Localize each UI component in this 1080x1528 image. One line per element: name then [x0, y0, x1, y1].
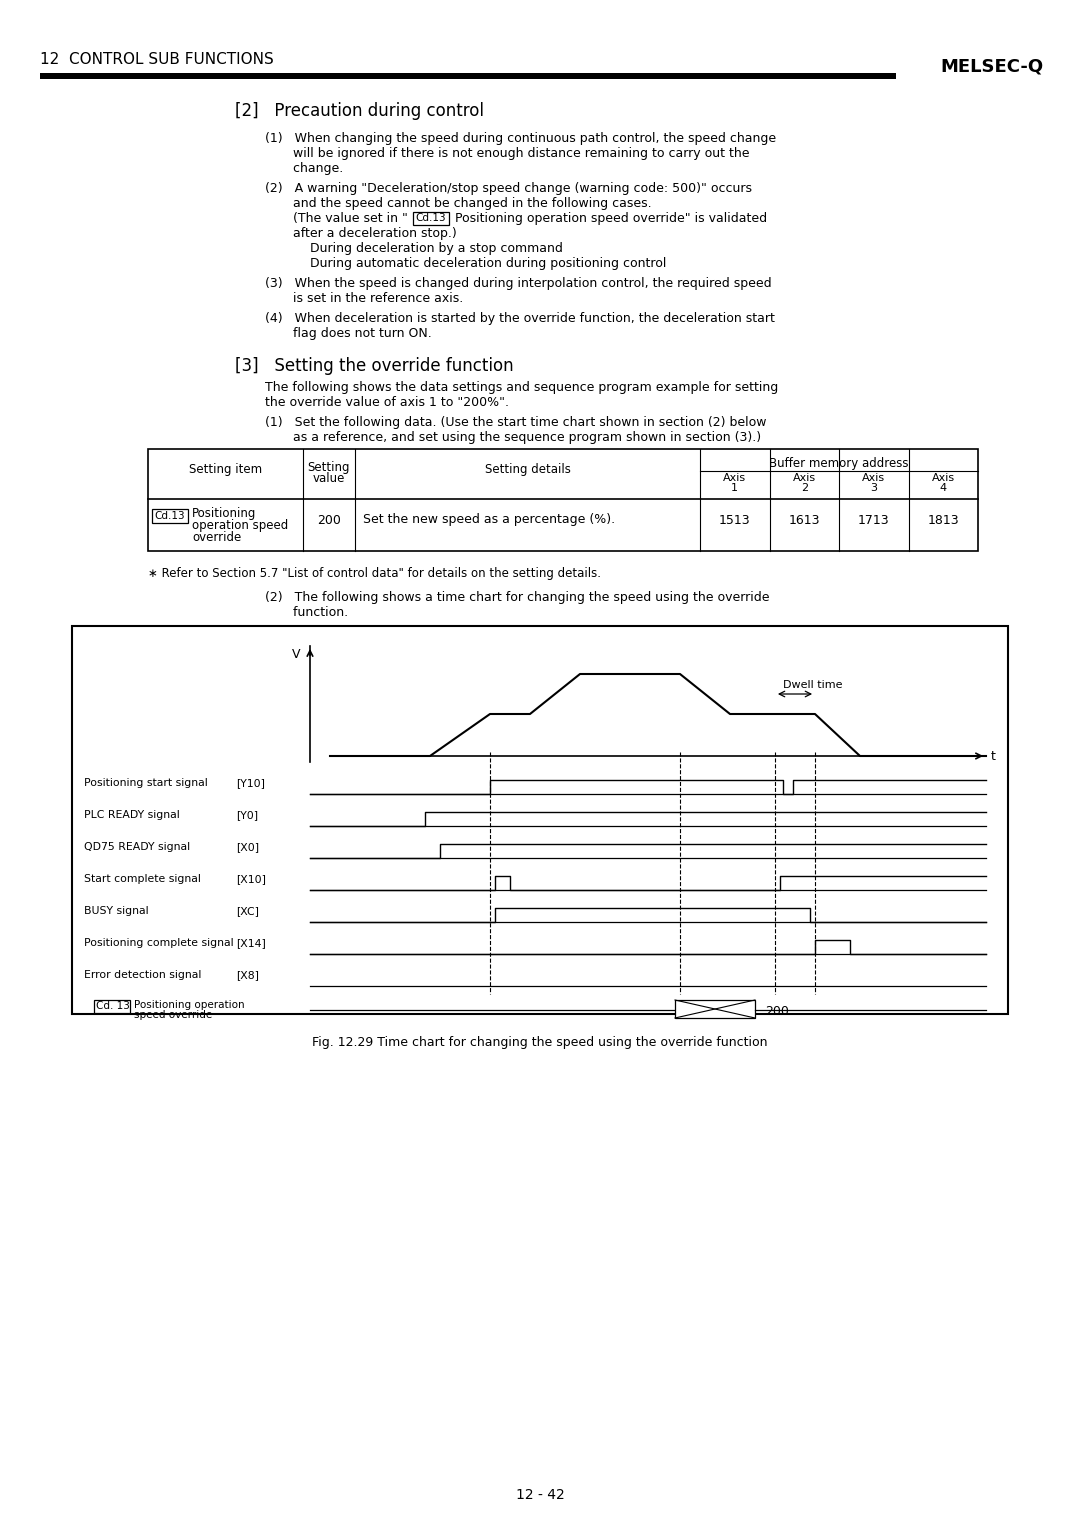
Text: 1713: 1713	[858, 513, 890, 527]
Text: During deceleration by a stop command: During deceleration by a stop command	[310, 241, 563, 255]
Bar	[152, 509, 188, 523]
Text: Cd.13: Cd.13	[415, 212, 446, 223]
Text: [X10]: [X10]	[237, 874, 266, 885]
Text: Error detection signal: Error detection signal	[84, 970, 201, 979]
Text: Positioning start signal: Positioning start signal	[84, 778, 207, 788]
Text: Positioning: Positioning	[192, 507, 256, 520]
Text: [X8]: [X8]	[237, 970, 259, 979]
Bar	[675, 999, 755, 1018]
Text: Start complete signal: Start complete signal	[84, 874, 201, 885]
Text: (4)   When deceleration is started by the override function, the deceleration st: (4) When deceleration is started by the …	[265, 312, 774, 325]
Text: Positioning operation: Positioning operation	[134, 999, 245, 1010]
Text: Positioning operation speed override" is validated: Positioning operation speed override" is…	[451, 212, 767, 225]
Text: Axis: Axis	[793, 474, 815, 483]
Text: [Y0]: [Y0]	[237, 810, 258, 821]
Text: override: override	[192, 532, 241, 544]
Text: Cd.13: Cd.13	[154, 510, 185, 521]
Text: function.: function.	[265, 607, 348, 619]
Text: V: V	[292, 648, 300, 662]
Text: change.: change.	[265, 162, 343, 176]
Text: (2)   A warning "Deceleration/stop speed change (warning code: 500)" occurs: (2) A warning "Deceleration/stop speed c…	[265, 182, 752, 196]
Text: after a deceleration stop.): after a deceleration stop.)	[265, 228, 457, 240]
Bar	[40, 73, 896, 79]
Bar	[72, 626, 1008, 1015]
Text: Set the new speed as a percentage (%).: Set the new speed as a percentage (%).	[363, 513, 616, 527]
Text: Setting details: Setting details	[485, 463, 570, 475]
Text: and the speed cannot be changed in the following cases.: and the speed cannot be changed in the f…	[265, 197, 651, 209]
Text: 200: 200	[765, 1005, 788, 1018]
Text: [XC]: [XC]	[237, 906, 259, 915]
Text: as a reference, and set using the sequence program shown in section (3).): as a reference, and set using the sequen…	[265, 431, 761, 445]
Text: 1813: 1813	[928, 513, 959, 527]
Text: Dwell time: Dwell time	[783, 680, 842, 691]
Bar	[148, 449, 978, 552]
Text: 4: 4	[940, 483, 947, 494]
Text: the override value of axis 1 to "200%".: the override value of axis 1 to "200%".	[265, 396, 509, 410]
Text: value: value	[313, 472, 346, 484]
Text: Axis: Axis	[862, 474, 886, 483]
Text: (2)   The following shows a time chart for changing the speed using the override: (2) The following shows a time chart for…	[265, 591, 769, 604]
Text: t: t	[991, 750, 996, 762]
Text: ∗ Refer to Section 5.7 "List of control data" for details on the setting details: ∗ Refer to Section 5.7 "List of control …	[148, 567, 600, 581]
Text: PLC READY signal: PLC READY signal	[84, 810, 179, 821]
Text: [X14]: [X14]	[237, 938, 266, 947]
Text: flag does not turn ON.: flag does not turn ON.	[265, 327, 432, 341]
Text: BUSY signal: BUSY signal	[84, 906, 149, 915]
Text: (1)   Set the following data. (Use the start time chart shown in section (2) bel: (1) Set the following data. (Use the sta…	[265, 416, 767, 429]
Text: Axis: Axis	[724, 474, 746, 483]
Text: Positioning complete signal: Positioning complete signal	[84, 938, 233, 947]
Text: Cd. 13: Cd. 13	[96, 1001, 130, 1012]
Text: (3)   When the speed is changed during interpolation control, the required speed: (3) When the speed is changed during int…	[265, 277, 771, 290]
Text: operation speed: operation speed	[192, 520, 288, 532]
Text: 200: 200	[318, 513, 341, 527]
Text: 2: 2	[800, 483, 808, 494]
Text: is set in the reference axis.: is set in the reference axis.	[265, 292, 463, 306]
Text: [2]   Precaution during control: [2] Precaution during control	[235, 102, 484, 121]
Text: speed override: speed override	[134, 1010, 213, 1021]
Text: Fig. 12.29 Time chart for changing the speed using the override function: Fig. 12.29 Time chart for changing the s…	[312, 1036, 768, 1050]
Text: The following shows the data settings and sequence program example for setting: The following shows the data settings an…	[265, 380, 779, 394]
Text: will be ignored if there is not enough distance remaining to carry out the: will be ignored if there is not enough d…	[265, 147, 750, 160]
Text: During automatic deceleration during positioning control: During automatic deceleration during pos…	[310, 257, 666, 270]
Text: [X0]: [X0]	[237, 842, 259, 853]
Text: Buffer memory address: Buffer memory address	[769, 457, 908, 471]
Text: Setting: Setting	[308, 460, 350, 474]
Text: (1)   When changing the speed during continuous path control, the speed change: (1) When changing the speed during conti…	[265, 131, 777, 145]
Bar	[94, 999, 130, 1013]
Text: 3: 3	[870, 483, 877, 494]
Text: [3]   Setting the override function: [3] Setting the override function	[235, 358, 514, 374]
Text: 12  CONTROL SUB FUNCTIONS: 12 CONTROL SUB FUNCTIONS	[40, 52, 273, 67]
Text: 1513: 1513	[719, 513, 751, 527]
Text: [Y10]: [Y10]	[237, 778, 265, 788]
Text: MELSEC-Q: MELSEC-Q	[940, 58, 1043, 76]
Text: 1613: 1613	[788, 513, 820, 527]
Text: (The value set in ": (The value set in "	[265, 212, 411, 225]
Text: Axis: Axis	[932, 474, 955, 483]
Text: Setting item: Setting item	[189, 463, 262, 475]
Text: 1: 1	[731, 483, 739, 494]
Bar	[413, 212, 449, 225]
Text: 12 - 42: 12 - 42	[515, 1488, 565, 1502]
Text: QD75 READY signal: QD75 READY signal	[84, 842, 190, 853]
